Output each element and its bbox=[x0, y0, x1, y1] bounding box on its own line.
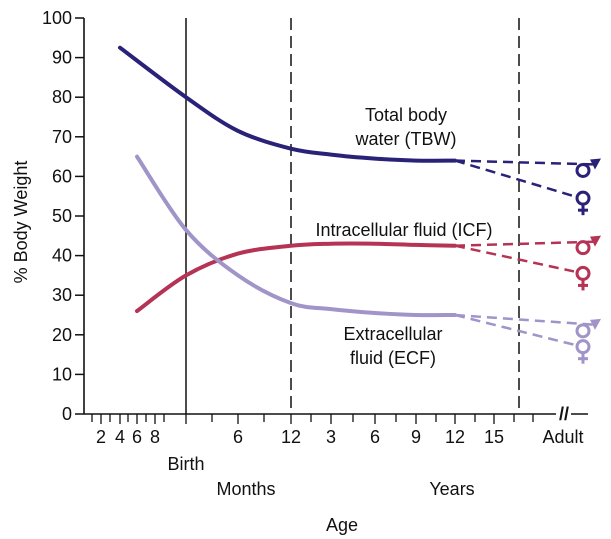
adult-female-dash-ecf bbox=[454, 313, 575, 346]
x-tick-label: 4 bbox=[115, 427, 125, 447]
x-tick-label: 8 bbox=[150, 427, 160, 447]
y-tick-label: 60 bbox=[52, 166, 72, 186]
series-label-icf: Intracellular fluid (ICF) bbox=[315, 220, 492, 240]
x-tick-label: 6 bbox=[132, 427, 142, 447]
tbw-label-backdrop bbox=[340, 100, 472, 150]
x-tick-label: 6 bbox=[233, 427, 243, 447]
x-tick-label: 15 bbox=[484, 427, 504, 447]
series-line-ecf bbox=[135, 154, 457, 318]
series-label-tbw-line1: Total body bbox=[365, 105, 447, 125]
y-tick-label: 80 bbox=[52, 87, 72, 107]
x-tick-label: 3 bbox=[326, 427, 336, 447]
y-tick-label: 90 bbox=[52, 48, 72, 68]
x-axis-break: // bbox=[559, 404, 569, 424]
female-symbol-ecf bbox=[575, 339, 591, 364]
series-label-ecf-line1: Extracellular bbox=[343, 324, 442, 344]
y-axis-ticks: 0 10 20 30 40 50 60 70 80 90 100 bbox=[42, 8, 84, 424]
icf-label-backdrop bbox=[293, 217, 515, 239]
female-symbol-icf bbox=[575, 265, 591, 291]
axis-break-mark: // bbox=[559, 404, 569, 424]
adult-male-arrowhead-ecf bbox=[590, 318, 601, 330]
x-group-label-years: Years bbox=[429, 479, 474, 499]
x-tick-label: 2 bbox=[96, 427, 106, 447]
x-axis-ticks: 2 4 6 8 6 12 3 6 9 12 15 Adult bbox=[91, 414, 584, 447]
x-tick-label: 9 bbox=[411, 427, 421, 447]
female-symbol-tbw bbox=[575, 190, 591, 216]
y-tick-label: 10 bbox=[52, 364, 72, 384]
x-tick-label: 12 bbox=[281, 427, 301, 447]
x-tick-label: Adult bbox=[542, 427, 583, 447]
sex-symbols bbox=[575, 162, 591, 364]
male-symbol-icf bbox=[575, 240, 591, 256]
ecf-label-backdrop bbox=[332, 320, 454, 370]
male-symbol-ecf bbox=[575, 323, 591, 339]
x-group-label-birth: Birth bbox=[167, 454, 204, 474]
series-line-tbw bbox=[118, 45, 457, 163]
adult-male-dash-tbw bbox=[454, 159, 597, 166]
y-tick-label: 100 bbox=[42, 8, 72, 28]
period-divider-lines bbox=[185, 18, 520, 414]
adult-female-dash-icf bbox=[454, 244, 575, 273]
series-line-icf bbox=[135, 241, 457, 314]
y-tick-label: 20 bbox=[52, 325, 72, 345]
y-tick-label: 50 bbox=[52, 206, 72, 226]
series-curves bbox=[118, 45, 457, 318]
male-symbol-tbw bbox=[575, 162, 591, 178]
y-tick-label: 40 bbox=[52, 246, 72, 266]
adult-male-arrowhead-tbw bbox=[590, 158, 601, 170]
y-tick-label: 70 bbox=[52, 127, 72, 147]
y-tick-label: 0 bbox=[62, 404, 72, 424]
adult-female-dash-tbw bbox=[454, 159, 575, 198]
adult-projection-dashes bbox=[454, 158, 601, 346]
series-label-tbw-line2: water (TBW) bbox=[355, 129, 457, 149]
adult-male-dash-ecf bbox=[454, 313, 597, 327]
series-label-ecf-line2: fluid (ECF) bbox=[350, 348, 436, 368]
y-tick-label: 30 bbox=[52, 285, 72, 305]
x-group-label-months: Months bbox=[216, 479, 275, 499]
x-axis-title: Age bbox=[326, 515, 358, 535]
x-tick-label: 12 bbox=[445, 427, 465, 447]
adult-male-arrowhead-icf bbox=[590, 235, 601, 247]
y-axis-title: % Body Weight bbox=[11, 161, 31, 284]
adult-male-dash-icf bbox=[454, 240, 597, 247]
x-tick-label: 6 bbox=[370, 427, 380, 447]
